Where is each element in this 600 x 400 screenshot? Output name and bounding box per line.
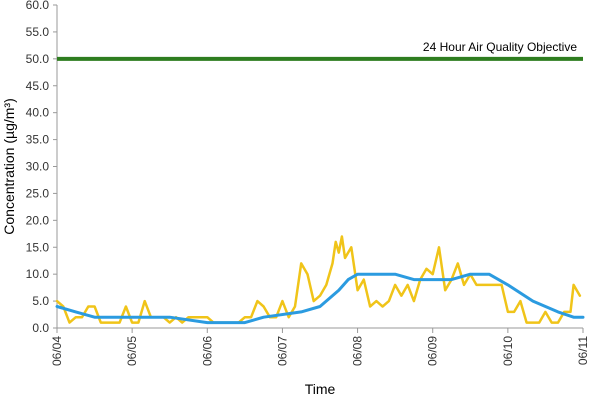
x-tick-label: 06/07 — [275, 336, 289, 366]
y-tick-label: 10.0 — [26, 267, 50, 281]
series-line-yellow — [55, 235, 582, 324]
x-tick-label: 06/09 — [426, 336, 440, 366]
x-tick-label: 06/06 — [200, 336, 214, 366]
objective-reference-label: 24 Hour Air Quality Objective — [423, 40, 577, 54]
y-tick-label: 25.0 — [26, 186, 50, 200]
y-tick-label: 45.0 — [26, 79, 50, 93]
x-tick-label: 06/05 — [125, 336, 139, 366]
x-tick-label: 06/04 — [50, 336, 64, 366]
y-tick-label: 60.0 — [26, 0, 50, 12]
x-tick-label: 06/11 — [576, 336, 590, 365]
x-tick-label: 06/08 — [351, 336, 365, 366]
y-tick-label: 50.0 — [26, 52, 50, 66]
x-axis-ticks: 06/04 06/05 06/06 06/07 06/08 06/09 06/10 06/11 — [50, 328, 590, 366]
y-tick-label: 30.0 — [26, 160, 50, 174]
x-tick-label: 06/10 — [501, 336, 515, 366]
y-tick-label: 55.0 — [26, 25, 50, 39]
y-tick-label: 20.0 — [26, 213, 50, 227]
y-axis-title: Concentration (µg/m³) — [1, 98, 17, 234]
y-tick-label: 5.0 — [32, 294, 49, 308]
y-tick-label: 35.0 — [26, 133, 50, 147]
series-line-blue — [55, 272, 585, 325]
x-axis-title: Time — [305, 381, 336, 397]
y-tick-label: 40.0 — [26, 106, 50, 120]
series-group — [55, 235, 585, 325]
y-axis-ticks: 0.0 5.0 10.0 15.0 20.0 25.0 30.0 35.0 40.0 45.0 50… — [26, 0, 57, 335]
y-tick-label: 15.0 — [26, 240, 50, 254]
y-tick-label: 0.0 — [32, 321, 49, 335]
